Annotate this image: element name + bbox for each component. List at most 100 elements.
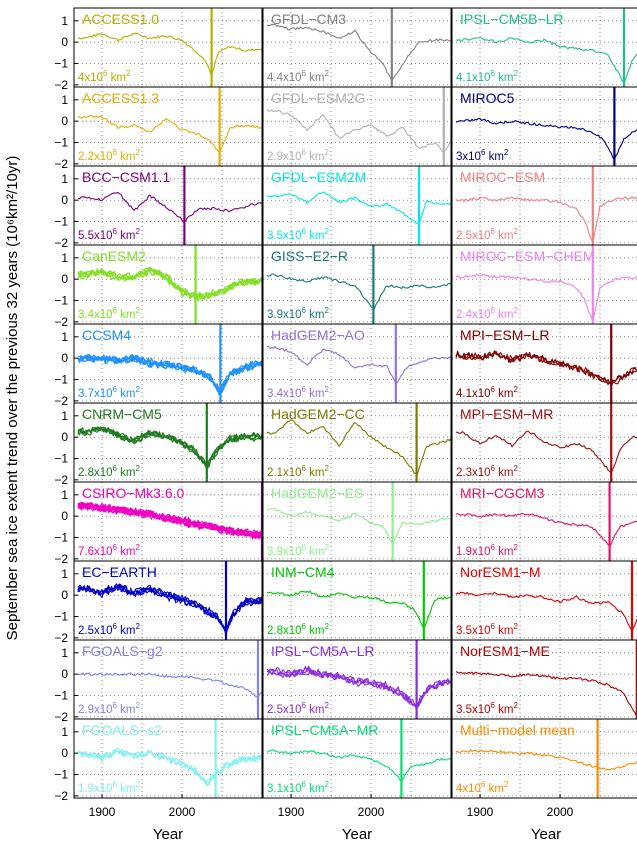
panel-27: 1 0 −1 −2 FGOALS−s2 1.9x106 km2 1900 2000 Year bbox=[54, 718, 263, 841]
y-tick-label: −1 bbox=[54, 610, 68, 624]
panel-title: MIROC−ESM−CHEM bbox=[460, 248, 595, 264]
panel-title: IPSL−CM5B−LR bbox=[460, 11, 564, 27]
plot-layer: 1 0 −1 −2 ACCESS1.0 4x106 km2 GFDL−CM3 4.4x106 … bbox=[54, 7, 637, 841]
x-tick-label: 2000 bbox=[169, 805, 196, 819]
panel-background bbox=[452, 324, 637, 403]
y-tick-label: 1 bbox=[61, 409, 68, 423]
panel-extent-label: 3.4x106 km2 bbox=[267, 385, 330, 400]
panel-23: NorESM1−M 3.5x106 km2 bbox=[451, 560, 637, 641]
series-line bbox=[77, 268, 263, 301]
panel-background bbox=[263, 719, 451, 798]
panel-frame bbox=[451, 718, 637, 799]
panel-background bbox=[263, 640, 451, 719]
y-tick-label: 0 bbox=[61, 272, 68, 286]
y-tick-label: 0 bbox=[61, 193, 68, 207]
panel-background bbox=[452, 482, 637, 561]
panel-title: MIROC−ESM bbox=[460, 169, 545, 185]
y-tick-label: −1 bbox=[54, 373, 68, 387]
panel-background bbox=[263, 324, 451, 403]
panel-14: MPI−ESM−LR 4.1x106 km2 bbox=[451, 323, 637, 404]
panel-extent-label: 2.1x106 km2 bbox=[267, 464, 330, 479]
panel-extent-label: 2.5x106 km2 bbox=[78, 622, 141, 637]
panel-extent-label: 4.1x106 km2 bbox=[456, 69, 519, 84]
panel-extent-label: 4.1x106 km2 bbox=[456, 385, 519, 400]
x-tick-label: 1900 bbox=[89, 805, 116, 819]
y-tick-label: −1 bbox=[54, 294, 68, 308]
series-line bbox=[77, 583, 263, 632]
panel-extent-label: 4x106 km2 bbox=[78, 69, 131, 84]
y-tick-label: 0 bbox=[61, 351, 68, 365]
series-line bbox=[77, 501, 263, 537]
panel-6: 1 0 −1 −2 BCC−CSM1.1 5.5x106 km2 bbox=[54, 165, 263, 250]
series-line bbox=[77, 584, 263, 630]
y-tick-label: −2 bbox=[54, 236, 68, 250]
panel-title: Multi−model mean bbox=[460, 722, 575, 738]
panel-background bbox=[263, 561, 451, 640]
y-tick-label: 0 bbox=[61, 746, 68, 760]
panel-background bbox=[452, 719, 637, 798]
panel-extent-label: 2.8x106 km2 bbox=[78, 464, 141, 479]
y-tick-label: 0 bbox=[61, 509, 68, 523]
panel-extent-label: 2.3x106 km2 bbox=[456, 464, 519, 479]
panel-15: 1 0 −1 −2 CNRM−CM5 2.8x106 km2 bbox=[54, 402, 263, 487]
series-line bbox=[77, 426, 263, 468]
panel-title: BCC−CSM1.1 bbox=[82, 169, 171, 185]
y-tick-label: −1 bbox=[54, 452, 68, 466]
panel-background bbox=[74, 640, 262, 719]
series-line bbox=[266, 191, 452, 226]
panel-extent-label: 2.9x106 km2 bbox=[78, 701, 141, 716]
panel-18: 1 0 −1 −2 CSIRO−Mk3.6.0 7.6x106 km2 bbox=[54, 481, 264, 566]
y-tick-label: −2 bbox=[54, 394, 68, 408]
series-line bbox=[266, 419, 452, 475]
panel-2: IPSL−CM5B−LR 4.1x106 km2 bbox=[451, 7, 637, 88]
series-line bbox=[77, 115, 263, 153]
y-tick-label: 1 bbox=[61, 646, 68, 660]
y-tick-label: −2 bbox=[54, 710, 68, 724]
y-tick-label: −1 bbox=[54, 531, 68, 545]
y-tick-label: 1 bbox=[61, 330, 68, 344]
x-axis-label: Year bbox=[531, 826, 561, 841]
panel-extent-label: 7.6x106 km2 bbox=[78, 543, 141, 558]
y-tick-label: 1 bbox=[61, 172, 68, 186]
panel-4: GFDL−ESM2G 2.9x106 km2 bbox=[262, 86, 452, 167]
x-axis-label: Year bbox=[153, 826, 183, 841]
panel-title: CSIRO−Mk3.6.0 bbox=[82, 485, 185, 501]
y-tick-label: −1 bbox=[54, 215, 68, 229]
panel-extent-label: 3.5x106 km2 bbox=[267, 227, 330, 242]
panel-29: Multi−model mean 4x106 km2 1900 2000 Year bbox=[451, 718, 637, 841]
series-line bbox=[266, 345, 452, 384]
panel-background bbox=[74, 87, 262, 166]
panel-background bbox=[74, 166, 262, 245]
panel-24: 1 0 −1 −2 FGOALS−g2 2.9x106 km2 bbox=[54, 639, 263, 724]
series-line bbox=[455, 117, 637, 161]
panel-3: 1 0 −1 −2 ACCESS1.3 2.2x106 km2 bbox=[54, 86, 263, 171]
series-line bbox=[266, 749, 452, 782]
panel-title: IPSL−CM5A−LR bbox=[271, 643, 375, 659]
y-tick-label: −2 bbox=[54, 473, 68, 487]
panel-background bbox=[452, 561, 637, 640]
panel-background bbox=[263, 8, 451, 87]
panel-5: MIROC5 3x106 km2 bbox=[451, 86, 637, 167]
panel-extent-label: 1.9x106 km2 bbox=[78, 780, 141, 795]
y-tick-label: 1 bbox=[61, 725, 68, 739]
y-tick-label: −2 bbox=[54, 789, 68, 803]
series-line bbox=[455, 37, 637, 84]
y-tick-label: −2 bbox=[54, 157, 68, 171]
series-line bbox=[455, 351, 637, 388]
panel-extent-label: 2.8x106 km2 bbox=[267, 622, 330, 637]
panel-16: HadGEM2−CC 2.1x106 km2 bbox=[262, 402, 452, 483]
panel-extent-label: 1.9x106 km2 bbox=[456, 543, 519, 558]
panel-title: CanESM2 bbox=[82, 248, 146, 264]
series-line bbox=[77, 32, 263, 75]
panel-title: IPSL−CM5A−MR bbox=[271, 722, 378, 738]
panel-background bbox=[263, 87, 451, 166]
series-line bbox=[266, 590, 452, 629]
panel-title: FGOALS−g2 bbox=[82, 643, 163, 659]
panel-title: HadGEM2−AO bbox=[271, 327, 365, 343]
panel-title: CCSM4 bbox=[82, 327, 131, 343]
x-tick-label: 1900 bbox=[278, 805, 305, 819]
panel-title: NorESM1−M bbox=[460, 564, 541, 580]
panel-extent-label: 4x106 km2 bbox=[456, 780, 509, 795]
x-axis-label: Year bbox=[342, 826, 372, 841]
